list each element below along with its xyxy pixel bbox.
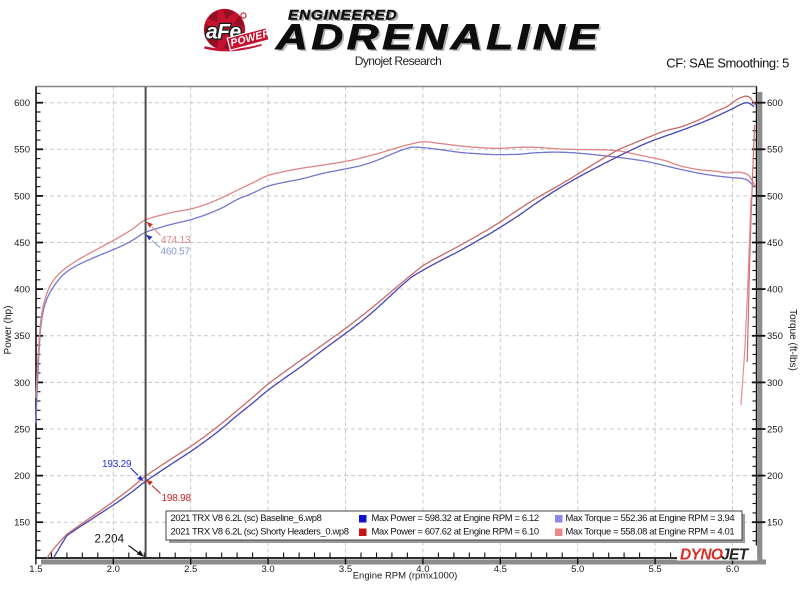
svg-text:CF: SAE Smoothing: 5: CF: SAE Smoothing: 5 [666, 56, 789, 71]
svg-text:474.13: 474.13 [161, 235, 191, 246]
svg-text:ENGINEERED: ENGINEERED [288, 8, 397, 23]
svg-text:350: 350 [767, 331, 783, 342]
svg-text:150: 150 [14, 518, 30, 529]
svg-text:450: 450 [767, 238, 783, 249]
svg-text:350: 350 [14, 331, 30, 342]
svg-text:600: 600 [767, 98, 783, 109]
svg-text:1.5: 1.5 [29, 564, 42, 575]
svg-text:Dynojet Research: Dynojet Research [355, 54, 442, 68]
svg-text:Max Torque = 552.36 at Engine: Max Torque = 552.36 at Engine RPM = 3.94 [566, 512, 735, 523]
svg-text:4.0: 4.0 [416, 564, 429, 575]
svg-text:ADRENALINE: ADRENALINE [275, 18, 602, 57]
svg-text:600: 600 [14, 98, 30, 109]
svg-text:Power (hp): Power (hp) [3, 306, 14, 355]
svg-text:400: 400 [767, 285, 783, 296]
svg-text:JET: JET [721, 547, 750, 564]
svg-text:5.5: 5.5 [648, 564, 661, 575]
svg-text:193.29: 193.29 [102, 459, 132, 470]
svg-text:2.204: 2.204 [95, 534, 125, 546]
svg-text:ENGINEERED: ENGINEERED [290, 10, 399, 25]
svg-text:ADRENALINE: ADRENALINE [277, 20, 604, 59]
svg-text:4.5: 4.5 [494, 564, 507, 575]
svg-text:2021 TRX V8 6.2L (sc) Shorty H: 2021 TRX V8 6.2L (sc) Shorty Headers_0.w… [171, 526, 349, 537]
svg-text:250: 250 [14, 424, 30, 435]
svg-text:198.98: 198.98 [162, 493, 192, 504]
svg-text:550: 550 [767, 145, 783, 156]
svg-text:2.0: 2.0 [107, 564, 120, 575]
svg-text:Max Power = 598.32 at Engine R: Max Power = 598.32 at Engine RPM = 6.12 [372, 512, 539, 523]
svg-text:250: 250 [767, 424, 783, 435]
svg-text:550: 550 [14, 145, 30, 156]
svg-text:2.5: 2.5 [184, 564, 197, 575]
svg-text:150: 150 [767, 518, 783, 529]
svg-text:500: 500 [14, 191, 30, 202]
svg-text:400: 400 [14, 285, 30, 296]
svg-text:300: 300 [14, 378, 30, 389]
svg-text:450: 450 [14, 238, 30, 249]
svg-text:300: 300 [767, 378, 783, 389]
svg-text:460.57: 460.57 [161, 247, 191, 258]
svg-text:6.0: 6.0 [726, 564, 739, 575]
svg-text:500: 500 [767, 191, 783, 202]
svg-text:Max Torque = 558.08 at Engine: Max Torque = 558.08 at Engine RPM = 4.01 [566, 526, 735, 537]
svg-text:3.0: 3.0 [261, 564, 274, 575]
svg-text:5.0: 5.0 [571, 564, 584, 575]
svg-text:2021 TRX V8 6.2L (sc) Baseline: 2021 TRX V8 6.2L (sc) Baseline_6.wp8 [171, 512, 322, 523]
svg-text:200: 200 [14, 471, 30, 482]
svg-text:Engine RPM (rpmx1000): Engine RPM (rpmx1000) [353, 571, 458, 582]
svg-text:200: 200 [767, 471, 783, 482]
svg-text:3.5: 3.5 [339, 564, 352, 575]
svg-text:Torque (ft-lbs): Torque (ft-lbs) [787, 309, 798, 371]
svg-text:DYNO: DYNO [680, 547, 723, 564]
svg-text:Max Power = 607.62 at Engine R: Max Power = 607.62 at Engine RPM = 6.10 [372, 526, 539, 537]
